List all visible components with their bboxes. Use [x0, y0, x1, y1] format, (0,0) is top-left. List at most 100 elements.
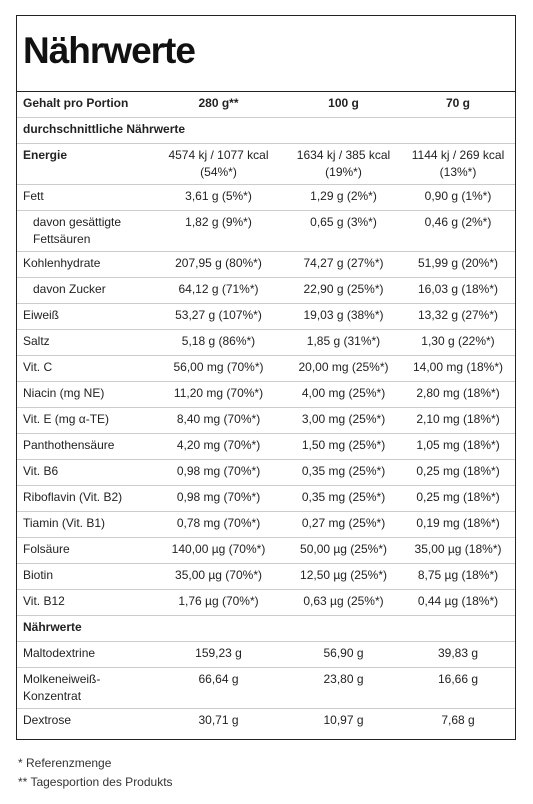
cell: 0,25 mg (18%*) [401, 485, 515, 512]
cell: 30,71 g [151, 708, 286, 734]
footnote: ** Tagesportion des Produkts [18, 775, 173, 789]
cell: 51,99 g (20%*) [401, 251, 515, 278]
row-label: Molkeneiweiß-Konzentrat [17, 667, 151, 709]
cell: 66,64 g [151, 667, 286, 709]
cell: 0,63 µg (25%*) [286, 589, 401, 616]
cell: 2,10 mg (18%*) [401, 407, 515, 434]
cell: 19,03 g (38%*) [286, 303, 401, 330]
row-label: Nährwerte [17, 615, 515, 642]
cell: 35,00 µg (18%*) [401, 537, 515, 564]
cell: 0,46 g (2%*) [401, 210, 515, 252]
table-row: Folsäure 140,00 µg (70%*) 50,00 µg (25%*) 3… [17, 537, 515, 564]
nutrition-box: Nährwerte Gehalt pro Portion 280 g** 100 g… [16, 15, 516, 740]
cell: 50,00 µg (25%*) [286, 537, 401, 564]
row-label: Biotin [17, 563, 151, 590]
cell: 3,61 g (5%*) [151, 184, 286, 211]
cell: 1634 kj / 385 kcal (19%*) [286, 143, 401, 185]
cell: 39,83 g [401, 641, 515, 668]
cell: 53,27 g (107%*) [151, 303, 286, 330]
cell: 0,98 mg (70%*) [151, 459, 286, 486]
title: Nährwerte [23, 30, 196, 71]
row-label: davon gesättigte Fettsäuren [17, 210, 151, 252]
cell: 74,27 g (27%*) [286, 251, 401, 278]
table-row: davon Zucker 64,12 g (71%*) 22,90 g (25%*)… [17, 277, 515, 304]
cell: 56,00 mg (70%*) [151, 355, 286, 382]
cell: 140,00 µg (70%*) [151, 537, 286, 564]
cell: 0,98 mg (70%*) [151, 485, 286, 512]
row-label: Vit. B6 [17, 459, 151, 486]
cell: 13,32 g (27%*) [401, 303, 515, 330]
header-row: Gehalt pro Portion 280 g** 100 g 70 g [17, 91, 515, 118]
header-cell: 70 g [401, 91, 515, 118]
row-label: Vit. C [17, 355, 151, 382]
cell: 0,35 mg (25%*) [286, 459, 401, 486]
cell: 3,00 mg (25%*) [286, 407, 401, 434]
cell: 1144 kj / 269 kcal (13%*) [401, 143, 515, 185]
cell: 11,20 mg (70%*) [151, 381, 286, 408]
cell: 23,80 g [286, 667, 401, 709]
table-row: Vit. C 56,00 mg (70%*) 20,00 mg (25%*) 14,0… [17, 355, 515, 382]
cell: 4,20 mg (70%*) [151, 433, 286, 460]
row-label: Dextrose [17, 708, 151, 734]
cell: 1,30 g (22%*) [401, 329, 515, 356]
row-label: Fett [17, 184, 151, 211]
cell: 4574 kj / 1077 kcal (54%*) [151, 143, 286, 185]
cell: 2,80 mg (18%*) [401, 381, 515, 408]
cell: 0,27 mg (25%*) [286, 511, 401, 538]
cell: 0,65 g (3%*) [286, 210, 401, 252]
table-row: davon gesättigte Fettsäuren 1,82 g (9%*) 0… [17, 210, 515, 252]
cell: 8,40 mg (70%*) [151, 407, 286, 434]
cell: 0,35 mg (25%*) [286, 485, 401, 512]
cell: 4,00 mg (25%*) [286, 381, 401, 408]
table-row: Molkeneiweiß-Konzentrat 66,64 g 23,80 g 16,… [17, 667, 515, 709]
table-row: Saltz 5,18 g (86%*) 1,85 g (31%*) 1,30 g (2… [17, 329, 515, 356]
cell: 5,18 g (86%*) [151, 329, 286, 356]
table-row: Maltodextrine 159,23 g 56,90 g 39,83 g [17, 641, 515, 668]
table-row: Fett 3,61 g (5%*) 1,29 g (2%*) 0,90 g (1%*) [17, 184, 515, 211]
header-cell: 100 g [286, 91, 401, 118]
section-row: durchschnittliche Nährwerte [17, 117, 515, 144]
header-cell: 280 g** [151, 91, 286, 118]
table-row: Dextrose 30,71 g 10,97 g 7,68 g [17, 708, 515, 734]
table-row: Eiweiß 53,27 g (107%*) 19,03 g (38%*) 13,32… [17, 303, 515, 330]
cell: 0,90 g (1%*) [401, 184, 515, 211]
cell: 1,05 mg (18%*) [401, 433, 515, 460]
row-label: Tiamin (Vit. B1) [17, 511, 151, 538]
cell: 1,82 g (9%*) [151, 210, 286, 252]
table-row: Niacin (mg NE) 11,20 mg (70%*) 4,00 mg (25… [17, 381, 515, 408]
row-label: Panthothensäure [17, 433, 151, 460]
footnote: * Referenzmenge [18, 756, 112, 770]
cell: 1,29 g (2%*) [286, 184, 401, 211]
nutrition-table: Gehalt pro Portion 280 g** 100 g 70 g durchs… [17, 91, 515, 734]
cell: 0,78 mg (70%*) [151, 511, 286, 538]
table-row: Panthothensäure 4,20 mg (70%*) 1,50 mg (25… [17, 433, 515, 460]
header-cell: Gehalt pro Portion [17, 91, 151, 118]
cell: 16,66 g [401, 667, 515, 709]
row-label: Eiweiß [17, 303, 151, 330]
cell: 1,76 µg (70%*) [151, 589, 286, 616]
cell: 22,90 g (25%*) [286, 277, 401, 304]
table-row: Biotin 35,00 µg (70%*) 12,50 µg (25%*) 8,75… [17, 563, 515, 590]
cell: 207,95 g (80%*) [151, 251, 286, 278]
table-row: Kohlenhydrate 207,95 g (80%*) 74,27 g (27%… [17, 251, 515, 278]
row-label: Vit. E (mg α-TE) [17, 407, 151, 434]
cell: 7,68 g [401, 708, 515, 734]
table-row: Energie 4574 kj / 1077 kcal (54%*) 1634 kj… [17, 143, 515, 185]
cell: 8,75 µg (18%*) [401, 563, 515, 590]
cell: 20,00 mg (25%*) [286, 355, 401, 382]
cell: 64,12 g (71%*) [151, 277, 286, 304]
cell: 10,97 g [286, 708, 401, 734]
row-label: Vit. B12 [17, 589, 151, 616]
cell: 0,19 mg (18%*) [401, 511, 515, 538]
section-row: Nährwerte [17, 615, 515, 642]
row-label: Niacin (mg NE) [17, 381, 151, 408]
row-label: davon Zucker [17, 277, 151, 304]
row-label: Riboflavin (Vit. B2) [17, 485, 151, 512]
cell: 0,25 mg (18%*) [401, 459, 515, 486]
cell: 159,23 g [151, 641, 286, 668]
table-row: Tiamin (Vit. B1) 0,78 mg (70%*) 0,27 mg (2… [17, 511, 515, 538]
row-label: durchschnittliche Nährwerte [17, 117, 515, 144]
table-row: Vit. B6 0,98 mg (70%*) 0,35 mg (25%*) 0,25 … [17, 459, 515, 486]
cell: 14,00 mg (18%*) [401, 355, 515, 382]
row-label: Saltz [17, 329, 151, 356]
